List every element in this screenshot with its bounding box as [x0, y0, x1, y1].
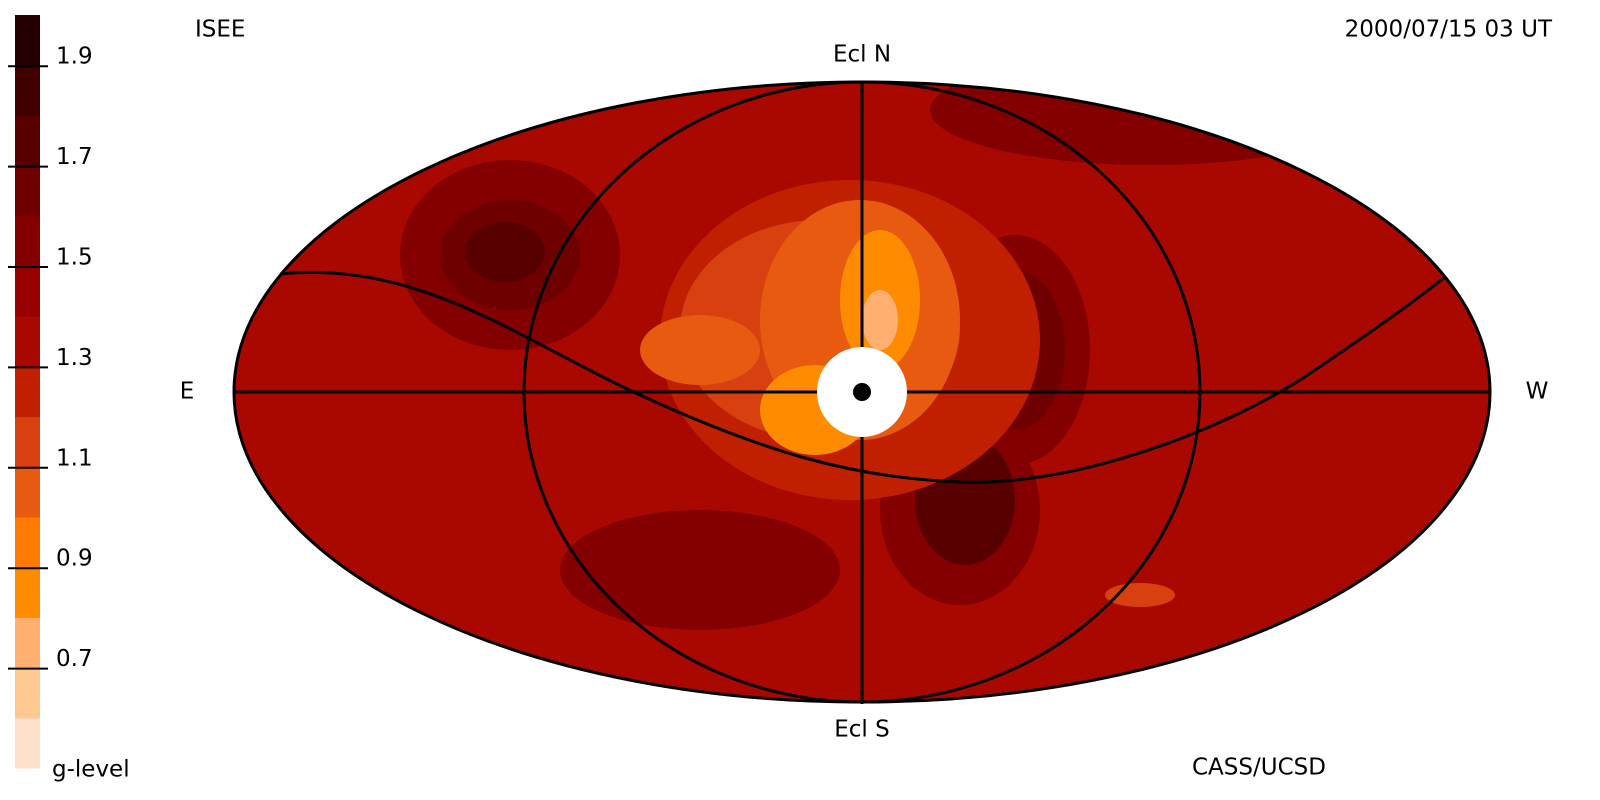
colorbar-band [15, 165, 40, 217]
colorbar-band [15, 215, 40, 267]
ecliptic-curve [279, 270, 1446, 484]
timestamp: 2000/07/15 03 UT [1345, 17, 1553, 43]
colorbar-band [15, 416, 40, 468]
colorbar-tick-label: 1.5 [56, 245, 93, 271]
contour-region [930, 82, 1370, 165]
colorbar-tick-label: 1.9 [56, 44, 93, 70]
colorbar-tick-label: 0.9 [56, 546, 93, 572]
colorbar: 0.7 0.9 1.1 1.3 1.5 1.7 1.9 [8, 15, 93, 769]
colorbar-band [15, 617, 40, 669]
south-label: Ecl S [834, 717, 889, 743]
colorbar-band [15, 266, 40, 317]
contour-region [640, 315, 760, 385]
colorbar-band [15, 15, 40, 66]
colorbar-tick-label: 1.3 [56, 345, 93, 371]
sun [853, 383, 871, 401]
colorbar-band [15, 65, 40, 116]
colorbar-band [15, 717, 40, 769]
colorbar-tick-label: 1.7 [56, 144, 93, 170]
observatory-label: ISEE [195, 17, 245, 43]
colorbar-band [15, 567, 40, 618]
credit: CASS/UCSD [1192, 755, 1326, 781]
colorbar-band [15, 667, 40, 719]
contour-region [465, 222, 545, 282]
north-label: Ecl N [833, 42, 891, 68]
colorbar-label: g-level [52, 757, 130, 783]
colorbar-band [15, 466, 40, 518]
colorbar-band [15, 517, 40, 568]
west-label: W [1526, 379, 1549, 405]
colorbar-tick-label: 1.1 [56, 445, 93, 471]
contour-region [862, 290, 898, 350]
coordinate-grid [232, 80, 1492, 704]
colorbar-band [15, 366, 40, 418]
colorbar-tick-label: 0.7 [56, 646, 93, 672]
east-label: E [180, 379, 195, 405]
colorbar-band [15, 115, 40, 167]
contour-region [560, 510, 840, 630]
colorbar-band [15, 316, 40, 367]
